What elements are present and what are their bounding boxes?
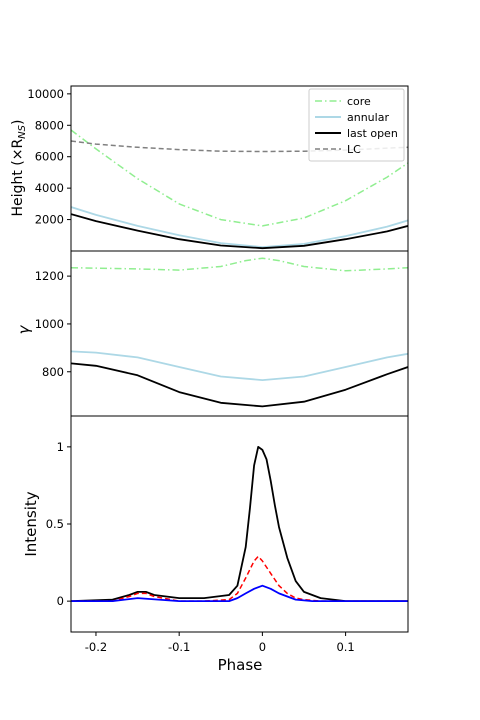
intensity-y-tick-label: 0.5 <box>46 517 64 531</box>
intensity-series-2-line <box>71 584 408 602</box>
height-panel: 2000 4000 6000 8000 10000 Height (×RNS) core… <box>10 85 409 252</box>
height-y-tick-label: 10000 <box>27 87 64 101</box>
height-y-tick-label: 2000 <box>35 213 64 227</box>
gamma-y-tick-label: 1000 <box>35 317 64 331</box>
gamma-frame <box>70 250 409 417</box>
gamma-y-label: γ <box>15 324 33 334</box>
intensity-series-0-line <box>71 445 408 602</box>
gamma-y-tick-label: 1200 <box>35 269 64 283</box>
height-series-last-open-line <box>71 213 408 250</box>
legend-label-lc: LC <box>347 143 361 156</box>
gamma-series-0-line <box>71 257 408 272</box>
gamma-series-1-line <box>71 350 408 382</box>
height-y-label-tail: ) <box>10 120 26 125</box>
height-y-label-sub: NS <box>17 124 28 138</box>
height-series-annular-line <box>71 206 408 249</box>
legend-label-annular: annular <box>347 111 389 124</box>
legend-label-last-open: last open <box>347 127 398 140</box>
height-y-label: Height (×RNS) <box>10 120 28 217</box>
intensity-series <box>71 445 408 602</box>
intensity-y-label: Intensity <box>22 491 40 556</box>
x-tick-label: -0.2 <box>85 640 107 654</box>
gamma-panel: 800 1000 1200 γ <box>15 250 409 417</box>
intensity-y-tick-label: 1 <box>57 440 64 454</box>
height-y-tick-label: 6000 <box>35 150 64 164</box>
height-y-ticks: 2000 4000 6000 8000 10000 <box>27 87 71 227</box>
intensity-y-ticks: 00.51 <box>46 440 71 608</box>
x-axis-label: Phase <box>218 656 263 674</box>
legend-label-core: core <box>347 95 371 108</box>
intensity-x-ticks: -0.2 -0.1 0 0.1 <box>85 632 355 654</box>
legend: core annular last open LC <box>308 88 405 162</box>
x-tick-label: -0.1 <box>168 640 190 654</box>
x-tick-label: 0.1 <box>336 640 354 654</box>
intensity-panel: 00.51 -0.2 -0.1 0 0.1 Intensity Phase <box>22 415 409 674</box>
gamma-y-ticks: 800 1000 1200 <box>35 269 71 379</box>
legend-box <box>308 88 405 162</box>
gamma-series-2-line <box>71 362 408 408</box>
height-series <box>71 129 408 250</box>
height-y-label-main: Height (×R <box>10 139 26 217</box>
gamma-series <box>71 257 408 408</box>
intensity-y-tick-label: 0 <box>57 594 64 608</box>
height-series-lc-line <box>71 140 408 153</box>
height-y-tick-label: 8000 <box>35 118 64 132</box>
x-tick-label: 0 <box>259 640 266 654</box>
intensity-series-1-line <box>71 555 408 602</box>
gamma-y-tick-label: 800 <box>42 365 64 379</box>
height-y-tick-label: 4000 <box>35 181 64 195</box>
